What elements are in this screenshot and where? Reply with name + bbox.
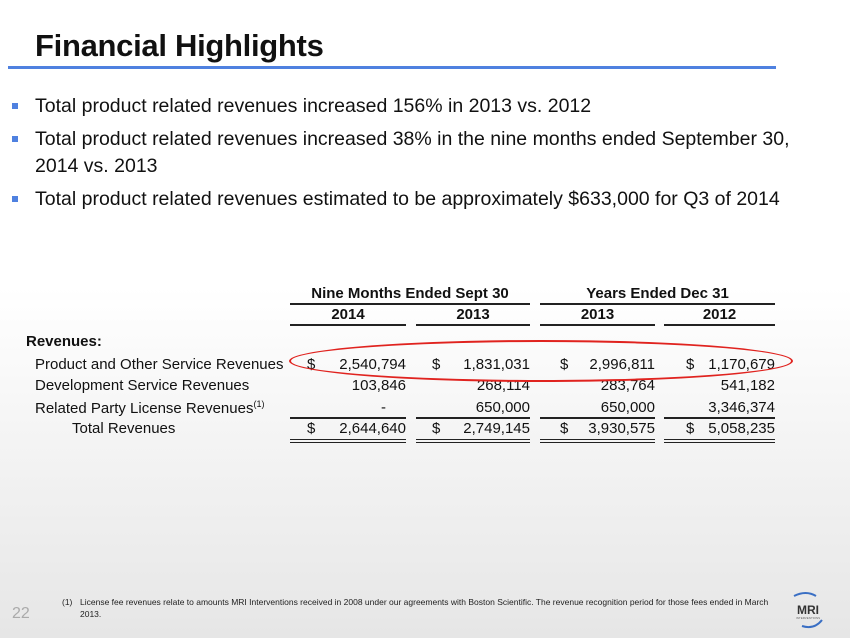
currency-sign: $ <box>432 420 441 437</box>
rule <box>416 417 530 419</box>
bullet-item: Total product related revenues increased… <box>12 126 792 180</box>
mri-logo: MRI INTERVENTIONS <box>788 590 828 630</box>
rule <box>540 303 775 305</box>
cell-value: 283,764 <box>600 377 655 394</box>
bullet-text: Total product related revenues increased… <box>35 128 790 177</box>
group-header-nine-months: Nine Months Ended Sept 30 <box>311 285 509 302</box>
cell-value: 2,749,145 <box>463 420 530 437</box>
footnote-ref: (1) <box>253 399 265 409</box>
column-header: 2012 <box>702 306 737 323</box>
cell-value: 3,346,374 <box>708 399 775 416</box>
logo-swoosh-icon: MRI INTERVENTIONS <box>793 592 823 629</box>
rule <box>290 303 530 305</box>
highlight-ellipse <box>289 340 793 382</box>
bullet-square-icon <box>12 196 18 202</box>
currency-sign: $ <box>560 420 569 437</box>
column-header: 2013 <box>580 306 615 323</box>
cell-value: 5,058,235 <box>708 420 775 437</box>
row-label: Total Revenues <box>72 420 176 437</box>
footnote: (1) License fee revenues relate to amoun… <box>62 596 772 620</box>
bullet-list: Total product related revenues increased… <box>12 93 792 219</box>
row-label: Related Party License Revenues(1) <box>35 399 264 417</box>
rule <box>416 324 530 326</box>
cell-value: 2,644,640 <box>339 420 406 437</box>
currency-sign: $ <box>307 420 316 437</box>
row-label: Development Service Revenues <box>35 377 250 394</box>
bullet-text: Total product related revenues increased… <box>35 95 592 117</box>
double-rule <box>416 439 530 443</box>
group-header-years: Years Ended Dec 31 <box>586 285 729 302</box>
slide-title: Financial Highlights <box>35 28 324 63</box>
cell-value: 3,930,575 <box>588 420 655 437</box>
rule <box>664 324 775 326</box>
double-rule <box>540 439 655 443</box>
bullet-square-icon <box>12 103 18 109</box>
double-rule <box>290 439 406 443</box>
bullet-text: Total product related revenues estimated… <box>35 188 780 210</box>
rule <box>540 324 655 326</box>
title-underline <box>8 66 776 69</box>
footnote-text: License fee revenues relate to amounts M… <box>80 597 769 619</box>
double-rule <box>664 439 775 443</box>
rule <box>664 417 775 419</box>
section-label: Revenues: <box>26 333 102 350</box>
bullet-item: Total product related revenues estimated… <box>12 186 792 213</box>
logo-subtext: INTERVENTIONS <box>796 616 820 620</box>
page-number: 22 <box>12 605 30 622</box>
logo-text: MRI <box>797 603 819 617</box>
row-label: Product and Other Service Revenues <box>35 356 284 373</box>
column-header: 2014 <box>331 306 365 323</box>
footnote-marker: (1) <box>62 597 73 607</box>
bullet-item: Total product related revenues increased… <box>12 93 792 120</box>
bullet-square-icon <box>12 136 18 142</box>
cell-value: 541,182 <box>720 377 775 394</box>
cell-value: 650,000 <box>600 399 655 416</box>
rule <box>290 417 406 419</box>
rule <box>290 324 406 326</box>
row-label-text: Related Party License Revenues <box>35 400 254 417</box>
cell-value: 103,846 <box>351 377 406 394</box>
column-header: 2013 <box>456 306 490 323</box>
currency-sign: $ <box>686 420 695 437</box>
cell-value: - <box>381 399 386 416</box>
cell-value: 650,000 <box>475 399 530 416</box>
rule <box>540 417 655 419</box>
